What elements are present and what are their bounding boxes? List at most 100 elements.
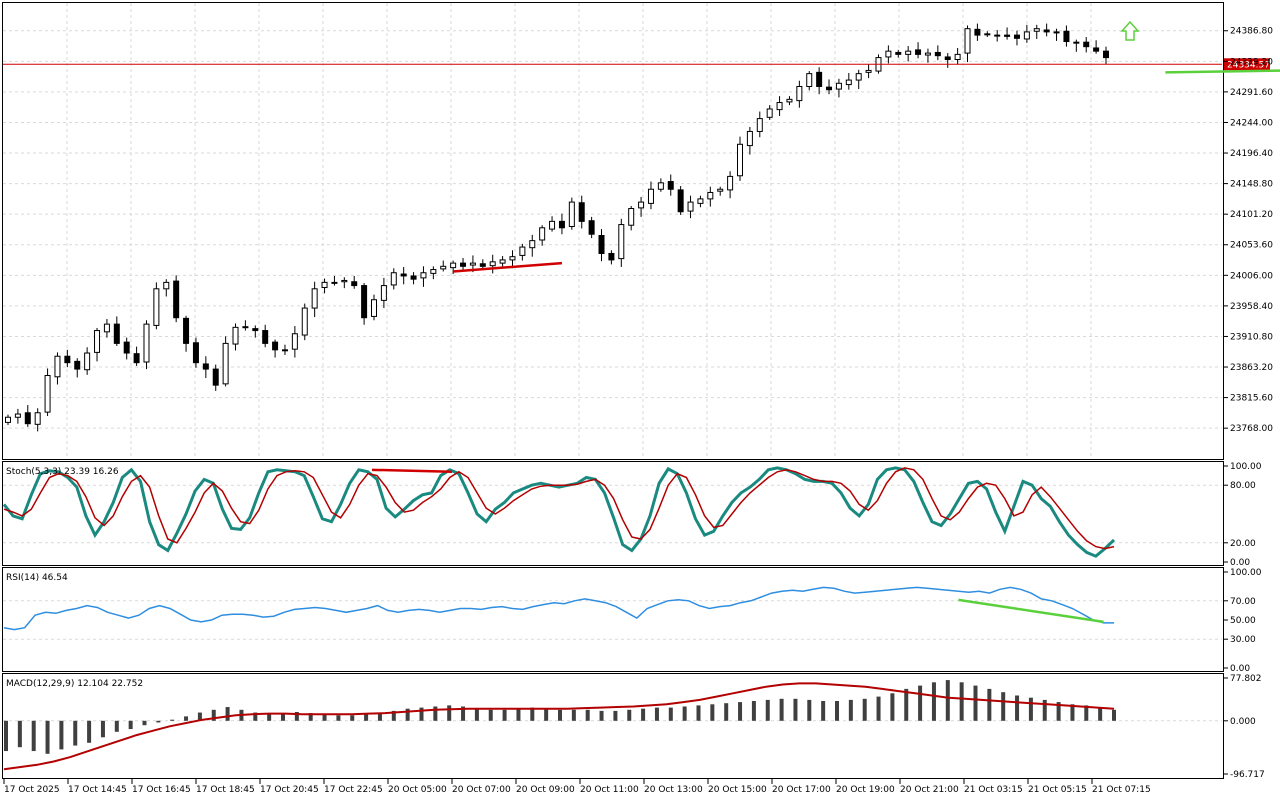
macd-signal-line xyxy=(3,682,1115,771)
macd-histogram-bar xyxy=(253,712,258,721)
macd-histogram-bar xyxy=(918,685,923,721)
candle-body xyxy=(687,201,694,212)
axis-tick-label: -96.717 xyxy=(1230,770,1265,780)
candle-body xyxy=(964,28,971,54)
macd-histogram-bar xyxy=(17,720,22,748)
price-axis: 24386.80 24339.20 24291.60 24244.00 24196.40… xyxy=(1224,27,1273,434)
macd-histogram-bar xyxy=(447,705,452,721)
macd-histogram-bar xyxy=(1028,697,1033,721)
macd-histogram-bar xyxy=(281,713,285,721)
candle-body xyxy=(568,201,575,228)
candle-body xyxy=(1063,30,1070,43)
macd-histogram-bar xyxy=(1001,692,1006,721)
candle-body xyxy=(895,51,902,55)
macd-histogram-bar xyxy=(128,720,133,730)
candle-body xyxy=(291,333,298,350)
candle-body xyxy=(826,86,833,91)
candle-body xyxy=(460,262,467,267)
candle-body xyxy=(371,299,377,317)
candle-body xyxy=(1083,41,1090,48)
price-tick-label: 24291.60 xyxy=(1230,88,1273,98)
candle-body xyxy=(212,368,219,386)
time-tick-label: 20 Oct 21:00 xyxy=(900,785,959,795)
price-tick-label: 24053.60 xyxy=(1230,241,1273,251)
time-tick-label: 20 Oct 17:00 xyxy=(772,785,831,795)
candle-body xyxy=(84,352,91,371)
time-axis: 17 Oct 2025 17 Oct 14:45 17 Oct 16:45 17 Oc… xyxy=(3,779,1151,795)
candle-body xyxy=(64,355,71,364)
candle-body xyxy=(24,412,31,425)
macd-histogram-bar xyxy=(170,719,175,721)
macd-histogram-bar xyxy=(613,710,618,721)
candle-body xyxy=(400,273,407,277)
macd-histogram-bar xyxy=(197,712,202,721)
macd-histogram-bar xyxy=(1056,702,1061,721)
candle-body xyxy=(272,341,279,351)
price-tick-label: 24148.80 xyxy=(1230,180,1273,190)
macd-histogram-bar xyxy=(738,702,743,721)
macd-histogram-bar xyxy=(308,713,313,721)
candle-body xyxy=(1043,29,1050,33)
candle-body xyxy=(430,269,437,274)
candle-body xyxy=(361,285,368,319)
candle-body xyxy=(222,342,229,385)
candle-body xyxy=(163,281,170,290)
macd-histogram-bar xyxy=(377,713,382,721)
axis-tick-label: 0.00 xyxy=(1230,558,1250,568)
up-arrow-icon xyxy=(1120,20,1140,41)
macd-panel: 77.802 0.000 -96.717 xyxy=(3,674,1265,780)
stoch-signal-line xyxy=(3,467,1115,550)
price-tick-label: 23863.20 xyxy=(1230,363,1273,373)
macd-histogram-bar xyxy=(779,698,784,721)
candle-body xyxy=(806,73,813,87)
price-tick-label: 24244.00 xyxy=(1230,118,1273,128)
candle-body xyxy=(281,349,288,352)
axis-tick-label: 80.00 xyxy=(1230,481,1256,491)
macd-histogram-bar xyxy=(945,680,950,721)
candlestick-series xyxy=(5,23,1109,432)
axis-tick-label: 20.00 xyxy=(1230,539,1256,549)
macd-histogram-bar xyxy=(641,708,646,721)
candle-body xyxy=(707,191,714,200)
macd-histogram-bar xyxy=(571,709,576,721)
candle-body xyxy=(1073,41,1080,44)
macd-histogram-bar xyxy=(350,715,355,721)
support-line xyxy=(1165,69,1280,74)
macd-histogram-bar xyxy=(100,720,105,738)
stoch-panel-frame xyxy=(2,461,1224,566)
time-tick-label: 17 Oct 18:45 xyxy=(196,785,255,795)
time-tick-label: 17 Oct 16:45 xyxy=(132,785,191,795)
candle-body xyxy=(54,355,61,378)
macd-histogram-bar xyxy=(1015,695,1020,721)
candle-body xyxy=(954,53,961,61)
candle-body xyxy=(133,353,140,364)
macd-histogram-bar xyxy=(751,700,756,721)
axis-tick-label: 100.00 xyxy=(1230,568,1262,578)
candle-body xyxy=(667,181,674,190)
candle-body xyxy=(786,98,793,103)
candle-body xyxy=(5,416,11,423)
current-price-label: 24334.57 xyxy=(1227,60,1270,70)
candle-body xyxy=(697,198,704,204)
macd-histogram-bar xyxy=(544,708,549,721)
candle-body xyxy=(994,34,1001,37)
candle-body xyxy=(944,56,951,61)
candle-body xyxy=(450,262,457,269)
candle-body xyxy=(529,240,536,249)
price-tick-label: 24339.20 xyxy=(1230,57,1273,67)
resistance-line xyxy=(453,261,563,273)
macd-histogram-bar xyxy=(1070,704,1075,721)
candle-body xyxy=(1013,34,1020,39)
macd-histogram-bar xyxy=(835,700,839,721)
candle-body xyxy=(539,227,546,241)
price-tick-label: 23910.80 xyxy=(1230,332,1273,342)
price-tick-label: 24196.40 xyxy=(1230,149,1273,159)
macd-histogram-bar xyxy=(765,699,770,721)
price-tick-label: 24101.20 xyxy=(1230,210,1273,220)
candle-body xyxy=(1093,47,1100,52)
candle-body xyxy=(816,71,823,87)
time-tick-label: 20 Oct 07:00 xyxy=(452,785,511,795)
candle-body xyxy=(321,281,328,289)
macd-histogram-bar xyxy=(904,688,909,721)
